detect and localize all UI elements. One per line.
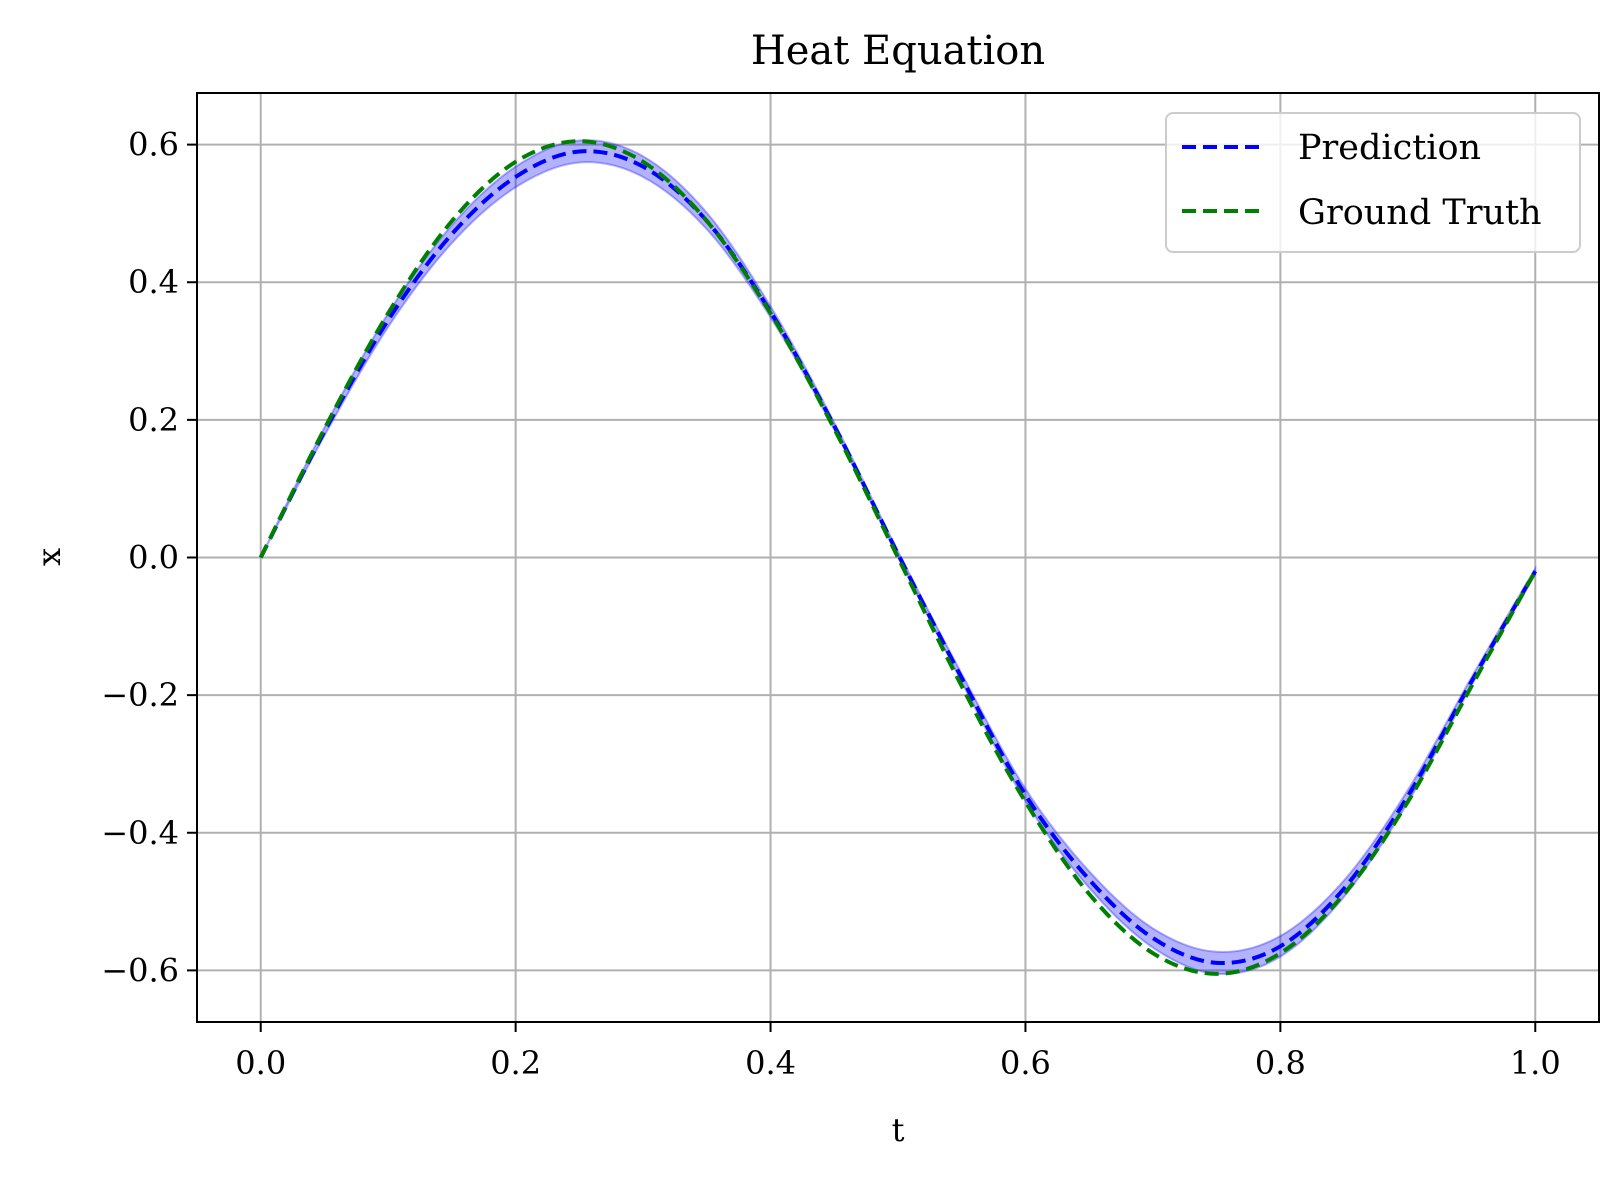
legend-box (1165, 112, 1581, 253)
y-tick-label: 0.0 (128, 539, 179, 577)
y-tick-label: 0.4 (128, 263, 179, 301)
x-axis-ticks: 0.0 0.2 0.4 0.6 0.8 1.0 (235, 1022, 1561, 1082)
y-tick-label: 0.6 (128, 126, 179, 164)
grid (197, 93, 1599, 1022)
y-tick-label: 0.2 (128, 401, 179, 439)
y-tick-label: −0.2 (101, 676, 179, 714)
chart-title: Heat Equation (751, 28, 1045, 74)
series-lines (258, 139, 1538, 976)
series-line-0 (258, 149, 1538, 966)
y-tick-label: −0.4 (101, 814, 179, 852)
x-tick-label: 0.0 (235, 1044, 286, 1082)
confidence-band (259, 139, 1537, 976)
y-axis-label: x (30, 548, 68, 566)
prediction-uncertainty-band (259, 139, 1537, 976)
y-tick-label: −0.6 (101, 951, 179, 989)
legend: Prediction Ground Truth (1165, 112, 1581, 253)
x-tick-label: 0.6 (1000, 1044, 1051, 1082)
legend-label-prediction: Prediction (1298, 128, 1481, 168)
y-axis-ticks: 0.6 0.4 0.2 0.0 −0.2 −0.4 −0.6 (101, 126, 197, 989)
x-tick-label: 0.2 (490, 1044, 541, 1082)
legend-label-ground-truth: Ground Truth (1298, 193, 1542, 233)
series-line-1 (258, 139, 1538, 976)
x-tick-label: 0.4 (745, 1044, 796, 1082)
x-tick-label: 0.8 (1255, 1044, 1306, 1082)
x-tick-label: 1.0 (1510, 1044, 1561, 1082)
x-axis-label: t (892, 1111, 905, 1149)
